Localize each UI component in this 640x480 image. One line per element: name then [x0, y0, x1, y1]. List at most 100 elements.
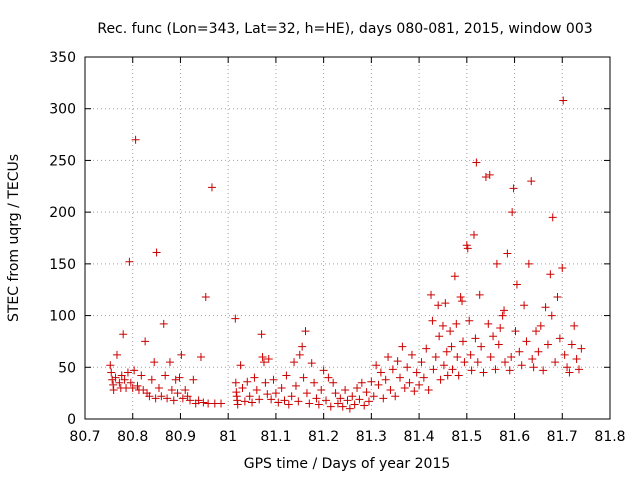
- data-point: [204, 399, 213, 408]
- x-tick-label: 80.8: [117, 429, 148, 445]
- data-point: [450, 272, 459, 281]
- data-point: [398, 342, 407, 351]
- data-point: [546, 270, 555, 279]
- data-point: [503, 249, 512, 258]
- data-point: [559, 96, 568, 105]
- data-point: [477, 342, 486, 351]
- data-point: [486, 352, 495, 361]
- data-point: [123, 368, 132, 377]
- y-axis-label: STEC from uqrg / TECUs: [6, 154, 22, 322]
- data-point: [475, 290, 484, 299]
- data-point: [439, 361, 448, 370]
- data-point: [481, 172, 490, 181]
- data-point: [107, 368, 116, 377]
- data-point: [108, 375, 117, 384]
- data-point: [512, 280, 521, 289]
- data-point: [539, 366, 548, 375]
- x-tick-label: 81.8: [594, 429, 625, 445]
- data-point: [528, 355, 537, 364]
- data-point: [137, 371, 146, 380]
- data-point: [355, 395, 364, 404]
- data-point: [257, 330, 266, 339]
- data-point: [372, 361, 381, 370]
- x-tick-label: 81.6: [499, 429, 530, 445]
- data-point: [141, 337, 150, 346]
- data-point: [479, 368, 488, 377]
- data-series: [106, 96, 586, 413]
- data-point: [436, 375, 445, 384]
- y-tick-label: 50: [58, 360, 76, 376]
- data-point: [376, 368, 385, 377]
- data-point: [199, 398, 208, 407]
- data-point: [250, 373, 259, 382]
- data-point: [442, 347, 451, 356]
- data-point: [429, 365, 438, 374]
- data-point: [515, 347, 524, 356]
- data-point: [189, 375, 198, 384]
- x-axis-label: GPS time / Days of year 2015: [244, 456, 451, 472]
- data-point: [109, 386, 118, 395]
- data-point: [165, 358, 174, 367]
- y-tick-label: 100: [49, 309, 76, 325]
- data-point: [467, 366, 476, 375]
- data-point: [112, 350, 121, 359]
- data-point: [295, 350, 304, 359]
- x-tick-label: 80.7: [69, 429, 100, 445]
- x-tick-label: 81.3: [356, 429, 387, 445]
- data-point: [169, 396, 178, 405]
- data-point: [150, 358, 159, 367]
- data-point: [555, 334, 564, 343]
- data-point: [369, 392, 378, 401]
- data-point: [448, 365, 457, 374]
- data-point: [171, 375, 180, 384]
- data-point: [498, 311, 507, 320]
- data-point: [362, 388, 371, 397]
- data-point: [152, 248, 161, 257]
- data-point: [388, 365, 397, 374]
- data-point: [317, 386, 326, 395]
- data-point: [565, 368, 574, 377]
- y-tick-label: 250: [49, 153, 76, 169]
- data-point: [284, 400, 293, 409]
- data-point: [312, 394, 321, 403]
- data-point: [509, 184, 518, 193]
- data-point: [574, 365, 583, 374]
- data-point: [263, 390, 272, 399]
- data-point: [301, 327, 310, 336]
- data-point: [277, 383, 286, 392]
- data-point: [336, 394, 345, 403]
- data-point: [307, 359, 316, 368]
- data-point: [458, 297, 467, 306]
- data-point: [125, 257, 134, 266]
- data-point: [453, 352, 462, 361]
- data-point: [553, 292, 562, 301]
- data-point: [441, 299, 450, 308]
- data-point: [551, 358, 560, 367]
- data-point: [469, 230, 478, 239]
- data-point: [274, 398, 283, 407]
- data-point: [381, 375, 390, 384]
- data-point: [434, 301, 443, 310]
- data-point: [267, 395, 276, 404]
- data-point: [298, 342, 307, 351]
- y-tick-label: 300: [49, 102, 76, 118]
- data-point: [236, 361, 245, 370]
- data-point: [145, 392, 154, 401]
- data-point: [333, 399, 342, 408]
- x-tick-label: 81.7: [547, 429, 578, 445]
- data-point: [435, 332, 444, 341]
- data-point: [163, 394, 172, 403]
- grid: [85, 57, 610, 419]
- data-point: [147, 375, 156, 384]
- data-point: [492, 259, 501, 268]
- data-point: [511, 327, 520, 336]
- data-point: [422, 344, 431, 353]
- y-tick-label: 350: [49, 50, 76, 66]
- data-point: [548, 213, 557, 222]
- data-point: [154, 383, 163, 392]
- data-point: [177, 350, 186, 359]
- data-point: [259, 358, 268, 367]
- data-point: [157, 392, 166, 401]
